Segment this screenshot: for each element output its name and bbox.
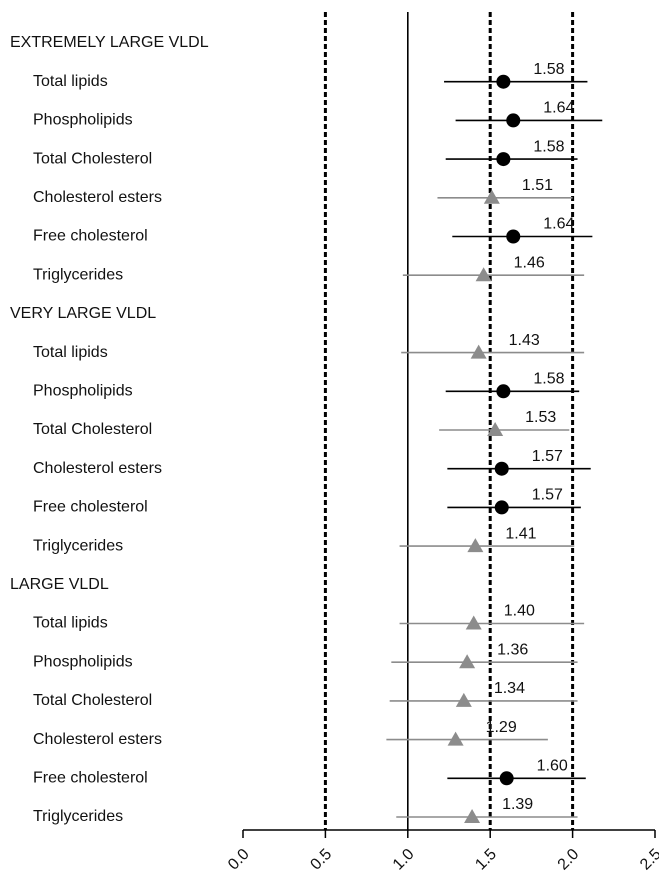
value-label: 1.51 [522, 177, 553, 194]
x-tick-label: 0.5 [307, 846, 335, 874]
value-label: 1.57 [532, 487, 563, 504]
point-estimate [470, 344, 487, 359]
row-label: Phospholipids [33, 383, 133, 400]
value-label: 1.46 [514, 254, 545, 271]
x-tick-label: 1.5 [472, 846, 500, 874]
value-label: 1.64 [543, 216, 574, 233]
value-label: 1.39 [502, 796, 533, 813]
value-label: 1.41 [505, 525, 536, 542]
point-estimate [487, 422, 504, 436]
row-label: Total Cholesterol [33, 692, 152, 709]
row-label: Total Cholesterol [33, 421, 152, 438]
row-label: Cholesterol esters [33, 189, 162, 206]
row-label: Cholesterol esters [33, 460, 162, 477]
point-estimate [467, 538, 484, 553]
value-label: 1.58 [533, 138, 564, 155]
row-label: Total lipids [33, 615, 108, 632]
value-label: 1.43 [509, 332, 540, 349]
value-label: 1.34 [494, 680, 525, 697]
value-label: 1.40 [504, 603, 535, 620]
row-label: Phospholipids [33, 653, 133, 670]
value-label: 1.29 [486, 719, 517, 736]
row-label: Free cholesterol [33, 770, 148, 787]
point-estimate [464, 809, 481, 823]
point-estimate [494, 500, 509, 515]
point-estimate [494, 461, 509, 476]
x-tick-label: 2.5 [637, 846, 659, 874]
row-label: Triglycerides [33, 808, 123, 825]
point-estimate [496, 74, 511, 89]
row-label: Triglycerides [33, 266, 123, 283]
point-estimate [475, 267, 492, 282]
point-estimate [455, 692, 472, 707]
value-label: 1.53 [525, 409, 556, 426]
point-estimate [459, 654, 476, 669]
row-label: Free cholesterol [33, 228, 148, 245]
point-estimate [496, 152, 511, 167]
value-label: 1.58 [533, 61, 564, 78]
point-estimate [496, 384, 511, 399]
group-header: LARGE VLDL [10, 576, 109, 593]
point-estimate [506, 113, 521, 128]
x-tick-label: 0.0 [225, 846, 253, 874]
value-label: 1.58 [533, 371, 564, 388]
row-label: Total lipids [33, 73, 108, 90]
point-estimate [447, 731, 464, 746]
point-estimate [506, 229, 521, 244]
row-label: Triglycerides [33, 537, 123, 554]
row-label: Free cholesterol [33, 499, 148, 516]
row-label: Total lipids [33, 344, 108, 361]
row-label: Total Cholesterol [33, 150, 152, 167]
row-label: Phospholipids [33, 112, 133, 129]
row-label: Cholesterol esters [33, 731, 162, 748]
x-tick-label: 1.0 [390, 846, 418, 874]
group-header: VERY LARGE VLDL [10, 305, 156, 322]
value-label: 1.36 [497, 641, 528, 658]
point-estimate [465, 615, 482, 630]
point-estimate [483, 189, 500, 204]
value-label: 1.64 [543, 100, 574, 117]
value-label: 1.60 [537, 758, 568, 775]
value-label: 1.57 [532, 448, 563, 465]
group-header: EXTREMELY LARGE VLDL [10, 34, 209, 51]
point-estimate [499, 771, 514, 786]
x-tick-label: 2.0 [555, 846, 583, 874]
